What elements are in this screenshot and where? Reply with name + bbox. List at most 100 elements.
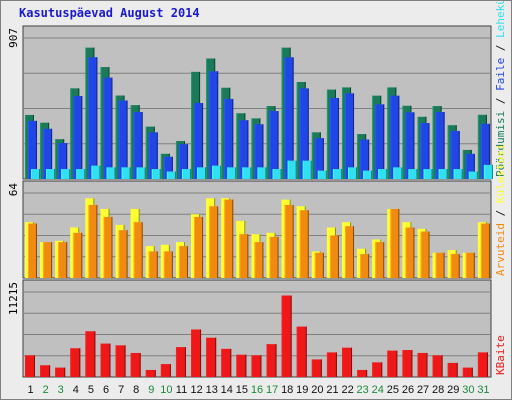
visits-bar-arvuteid (405, 227, 415, 278)
x-tick-label: 3 (58, 384, 64, 396)
traffic-bar-pöördumisi-highlight (160, 153, 162, 179)
traffic-bar-pöördumisi-highlight (145, 126, 147, 179)
traffic-bar-faile (480, 123, 490, 179)
traffic-bar-faile-shadow (126, 100, 128, 179)
kbytes-bar-kbaite (191, 329, 202, 377)
traffic-bar-pöördumisi-highlight (40, 122, 42, 179)
traffic-bar-lehekülgi-shadow (431, 169, 433, 179)
visits-bar-külastusi-highlight (357, 248, 359, 278)
traffic-bar-faile (194, 102, 204, 179)
traffic-bar-lehekülgi-highlight (46, 169, 48, 179)
traffic-bar-lehekülgi (31, 169, 40, 179)
kbytes-bar-kbaite (357, 369, 368, 377)
traffic-bar-faile-highlight (194, 102, 196, 179)
visits-bar-arvuteid (329, 235, 339, 278)
visits-bar-arvuteid (375, 242, 385, 278)
visits-bar-arvuteid (420, 231, 430, 278)
traffic-bar-faile-highlight (133, 111, 135, 179)
kbytes-bar-kbaite-highlight (326, 352, 328, 377)
traffic-legend-lehekülgi: Lehekülgi (494, 1, 507, 38)
visits-bar-arvuteid (88, 204, 98, 278)
visits-bar-arvuteid (28, 223, 37, 278)
traffic-bar-faile-highlight (450, 130, 452, 179)
visits-bar-külastusi-highlight (55, 240, 57, 278)
kbytes-bar-kbaite (266, 344, 277, 377)
traffic-bar-faile-highlight (178, 144, 180, 179)
kbytes-bar-kbaite (387, 350, 398, 377)
kbytes-bar-kbaite-shadow (64, 367, 66, 377)
traffic-bar-faile (224, 98, 234, 179)
visits-bar-arvuteid (480, 223, 490, 278)
kbytes-bar-kbaite-shadow (335, 352, 337, 377)
visits-bar-arvuteid-shadow (443, 252, 445, 278)
traffic-bar-faile-highlight (405, 112, 407, 179)
kbytes-bar-kbaite-highlight (387, 350, 389, 377)
traffic-bar-faile-shadow (458, 130, 460, 179)
traffic-bar-pöördumisi-highlight (221, 87, 223, 179)
traffic-bar-faile-highlight (269, 111, 271, 179)
kbytes-bar-kbaite-shadow (381, 362, 383, 377)
traffic-bar-faile-highlight (375, 104, 377, 179)
traffic-legend-faile: Faile (494, 58, 507, 91)
traffic-bar-faile-shadow (262, 124, 264, 179)
kbytes-bar-kbaite-shadow (305, 326, 307, 377)
traffic-bar-lehekülgi-shadow (491, 164, 493, 179)
kbytes-bar-kbaite-shadow (456, 362, 458, 377)
kbytes-bar-kbaite (326, 352, 337, 377)
visits-bar-arvuteid-highlight (329, 235, 331, 278)
visits-bar-külastusi-highlight (432, 252, 434, 278)
traffic-bar-faile-shadow (202, 102, 204, 179)
traffic-bar-lehekülgi (136, 167, 146, 179)
traffic-bar-lehekülgi-highlight (348, 167, 350, 179)
visits-bar-arvuteid-highlight (284, 204, 286, 278)
visits-bar-arvuteid-shadow (51, 242, 53, 278)
traffic-bar-faile-shadow (66, 143, 68, 179)
visits-bar-külastusi-highlight (296, 206, 298, 278)
visits-bar-arvuteid-highlight (420, 231, 422, 278)
visits-bar-külastusi-highlight (326, 227, 328, 278)
traffic-bar-faile-shadow (186, 144, 188, 179)
x-tick-label: 17 (266, 384, 278, 396)
kbytes-bar-kbaite (25, 355, 35, 377)
kbytes-bar-kbaite-highlight (372, 362, 374, 377)
visits-bar-arvuteid-highlight (239, 234, 241, 278)
traffic-bar-pöördumisi-highlight (342, 87, 344, 179)
x-tick-label: 14 (221, 384, 233, 396)
kbytes-bar-kbaite-shadow (471, 367, 473, 377)
traffic-bar-faile (118, 100, 128, 179)
x-tick-label: 2 (43, 384, 49, 396)
traffic-bar-pöördumisi-highlight (115, 95, 117, 179)
visits-bar-arvuteid-shadow (217, 206, 219, 278)
traffic-bar-lehekülgi-highlight (242, 167, 244, 179)
traffic-bar-faile-shadow (156, 132, 158, 179)
kbytes-bar-kbaite-highlight (40, 365, 42, 377)
traffic-bar-pöördumisi-highlight (417, 116, 419, 179)
traffic-bar-lehekülgi-highlight (151, 169, 153, 179)
visits-bar-arvuteid-shadow (141, 222, 143, 278)
traffic-bar-faile-shadow (277, 111, 279, 179)
traffic-bar-lehekülgi-shadow (461, 169, 463, 179)
visits-bar-arvuteid-shadow (398, 208, 400, 278)
traffic-bar-lehekülgi (363, 170, 373, 179)
visits-bar-arvuteid-highlight (254, 242, 256, 278)
visits-bar-arvuteid (73, 232, 83, 278)
traffic-bar-lehekülgi-shadow (446, 169, 448, 179)
x-tick-label: 28 (432, 384, 444, 396)
x-tick-label: 6 (103, 384, 109, 396)
traffic-bar-faile-highlight (420, 123, 422, 179)
visits-bar-arvuteid-shadow (383, 242, 385, 278)
chart-title: Kasutuspäevad August 2014 (19, 6, 200, 20)
visits-bar-arvuteid-highlight (133, 222, 135, 278)
kbytes-bar-kbaite (85, 331, 96, 377)
visits-bar-arvuteid-highlight (450, 254, 452, 278)
visits-bar-arvuteid-shadow (413, 227, 415, 278)
traffic-bar-faile-shadow (413, 112, 415, 179)
kbytes-bar-kbaite-highlight (25, 355, 26, 377)
kbytes-bar-kbaite (402, 350, 413, 377)
visits-bar-arvuteid-highlight (43, 242, 45, 278)
traffic-bar-lehekülgi (287, 160, 297, 179)
traffic-bar-faile-highlight (43, 128, 45, 179)
visits-bar-arvuteid (133, 222, 143, 278)
visits-bar-arvuteid (194, 216, 204, 278)
kbytes-bar-kbaite (100, 343, 111, 377)
